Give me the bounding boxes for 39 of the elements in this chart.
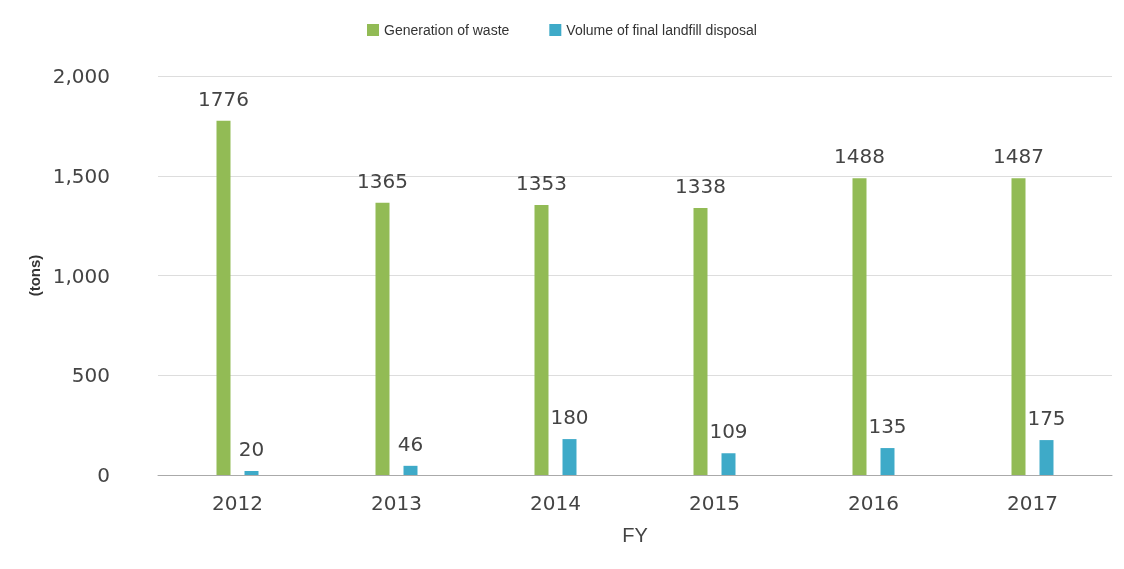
y-axis-title: (tons) bbox=[25, 254, 43, 297]
y-tick-label: 1,500 bbox=[52, 163, 110, 188]
bar bbox=[721, 453, 736, 475]
data-label: 1776 bbox=[198, 86, 249, 111]
bar bbox=[1011, 178, 1026, 475]
bar bbox=[880, 448, 895, 475]
bar bbox=[852, 178, 867, 475]
legend-label: Generation of waste bbox=[384, 22, 510, 38]
legend-label: Volume of final landfill disposal bbox=[566, 22, 757, 38]
bar bbox=[562, 439, 577, 475]
x-tick-label: 2012 bbox=[212, 491, 263, 515]
data-label: 1365 bbox=[357, 168, 408, 193]
x-tick-label: 2016 bbox=[848, 491, 899, 515]
x-tick-label: 2017 bbox=[1007, 491, 1058, 515]
bar bbox=[534, 205, 549, 475]
bar bbox=[244, 471, 259, 475]
bar bbox=[1039, 440, 1054, 475]
bar bbox=[216, 120, 231, 475]
y-tick-label: 1,000 bbox=[52, 263, 110, 288]
data-label: 20 bbox=[238, 437, 265, 462]
bar bbox=[375, 202, 390, 475]
x-tick-label: 2013 bbox=[371, 491, 422, 515]
y-tick-label: 2,000 bbox=[52, 64, 110, 88]
data-label: 1338 bbox=[675, 174, 726, 199]
data-label: 1353 bbox=[516, 171, 567, 196]
x-axis-title: FY bbox=[622, 524, 648, 546]
x-tick-label: 2014 bbox=[530, 491, 581, 515]
data-label: 180 bbox=[550, 405, 589, 430]
bar bbox=[403, 465, 418, 475]
y-tick-label: 500 bbox=[71, 363, 110, 388]
data-label: 1487 bbox=[993, 144, 1044, 169]
bar bbox=[693, 208, 708, 475]
data-label: 46 bbox=[397, 431, 424, 456]
data-label: 109 bbox=[709, 419, 748, 444]
data-label: 135 bbox=[868, 414, 907, 439]
data-label: 1488 bbox=[834, 144, 885, 169]
y-tick-label: 0 bbox=[97, 463, 110, 487]
data-label: 175 bbox=[1027, 406, 1066, 431]
x-tick-label: 2015 bbox=[689, 491, 740, 515]
